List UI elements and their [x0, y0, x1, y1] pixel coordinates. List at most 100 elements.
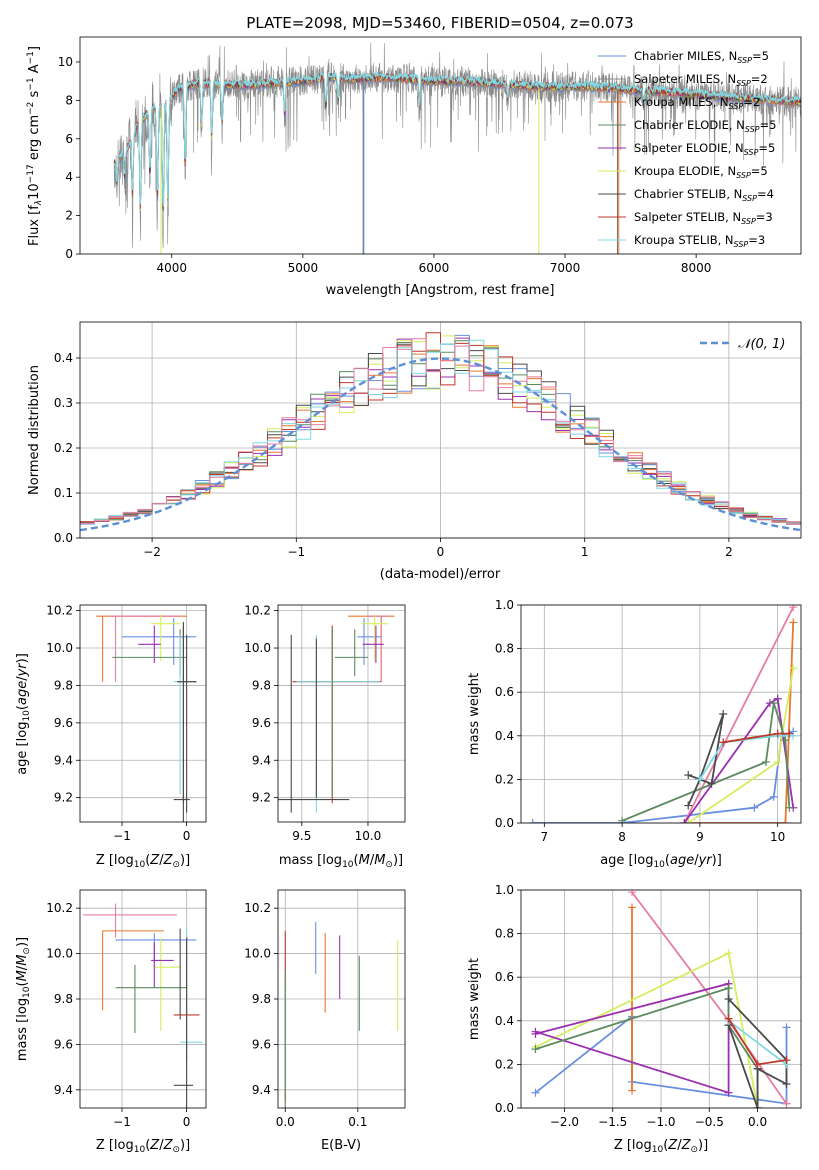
x-tick-label: 9 [696, 830, 704, 844]
weight-vs-age-x-label: age [log10(age/yr)] [600, 853, 722, 870]
legend-entry: Kroupa MILES, NSSP=2 [634, 95, 760, 111]
errorbar-point [367, 615, 388, 682]
x-tick-label: 0.0 [748, 1115, 767, 1129]
y-tick-label: 0.0 [495, 816, 514, 830]
weight-point-marker [684, 771, 693, 780]
y-tick-label: 6 [65, 132, 73, 146]
legend-entry: Salpeter MILES, NSSP=2 [634, 72, 768, 88]
weight-point-marker [531, 1027, 540, 1036]
errorbar-point [138, 625, 161, 663]
errorbar-point [83, 903, 177, 938]
errorbar-point [96, 615, 187, 682]
y-tick-label: 0.6 [495, 685, 514, 699]
y-tick-label: 0.4 [54, 351, 73, 365]
weight-point-marker [781, 736, 790, 745]
weight-point-marker [750, 803, 759, 812]
y-tick-label: 9.6 [54, 1037, 73, 1051]
y-tick-label: 10.2 [46, 901, 73, 915]
legend-entry: Kroupa ELODIE, NSSP=5 [634, 164, 768, 180]
y-tick-label: 10.0 [46, 641, 73, 655]
spectrum-x-label: wavelength [Angstrom, rest frame] [326, 283, 555, 298]
weight-series-line [535, 986, 759, 1108]
mass-vs-Z-axes: −1 0 9.4 9.6 9.8 10.0 10.2 [46, 890, 206, 1129]
y-tick-label: 10 [58, 55, 73, 69]
weight-point-marker [785, 729, 794, 738]
weight-point-marker [719, 710, 728, 718]
weight-point-marker [773, 694, 782, 703]
y-tick-label: 9.8 [252, 992, 271, 1006]
x-tick-label: 2 [725, 545, 733, 559]
mass-vs-Z-frame [79, 889, 207, 1109]
x-tick-label: −1 [113, 1115, 131, 1129]
weight-point-marker [719, 738, 728, 747]
x-tick-label: −2.0 [550, 1115, 579, 1129]
errorbar-point [102, 930, 164, 1011]
weight-point-marker [789, 664, 798, 673]
errorbar-point [173, 621, 190, 822]
y-tick-label: 10.0 [244, 947, 271, 961]
weight-point-marker [782, 1080, 791, 1089]
age-vs-Z-x-label: Z [log10(Z/Z⊙)] [96, 853, 190, 870]
weight-point-marker [724, 984, 733, 993]
y-tick-label: 0.0 [495, 1101, 514, 1115]
x-tick-label: 9.5 [292, 829, 311, 843]
legend-entry: Chabrier MILES, NSSP=5 [634, 49, 769, 65]
spectrum-plot-area [113, 42, 801, 254]
x-tick-label: −1.5 [598, 1115, 627, 1129]
y-tick-label: 0.6 [495, 970, 514, 984]
x-tick-label: 8 [618, 830, 626, 844]
y-tick-label: 9.4 [252, 753, 271, 767]
weight-vs-age-y-label: mass weight [467, 673, 482, 755]
weight-vs-age-axes: 7 8 9 10 0.0 0.2 0.4 0.6 0.8 1.0 [495, 598, 801, 844]
weight-point-marker [782, 1056, 791, 1065]
legend-entry: Chabrier STELIB, NSSP=4 [634, 187, 774, 203]
errorbar-point [176, 634, 197, 813]
y-tick-label: 9.4 [252, 1083, 271, 1097]
age-vs-mass-x-label: mass [log10(M/M⊙)] [279, 853, 403, 870]
spectrum-frame [79, 36, 802, 255]
residuals-axes: −2 −1 0 1 2 0.0 0.1 0.2 0.3 0.4 [54, 322, 801, 559]
x-tick-label: 10 [770, 830, 785, 844]
errorbar-point [296, 634, 380, 813]
mass-vs-EBV-axes: 0.0 0.1 9.4 9.6 9.8 10.0 10.2 [244, 890, 405, 1129]
weight-point-marker [789, 618, 798, 627]
age-vs-mass-frame [277, 604, 406, 823]
weight-point-marker [762, 757, 770, 766]
histogram-y-label: Normed distribution [27, 365, 42, 495]
mass-vs-Z-y-label: mass [log10(M/M⊙)] [15, 937, 32, 1061]
weight-vs-Z-frame [520, 889, 802, 1109]
y-tick-label: 9.8 [54, 678, 73, 692]
mass-vs-Z-plot-area [83, 903, 203, 1108]
weight-point-marker [769, 699, 778, 708]
y-tick-label: 4 [65, 170, 73, 184]
y-tick-label: 0.8 [495, 642, 514, 656]
weight-point-marker [782, 1023, 791, 1032]
y-tick-label: 1.0 [495, 883, 514, 897]
y-tick-label: 0.3 [54, 396, 73, 410]
weight-point-marker [781, 819, 790, 823]
weight-series-line [727, 998, 788, 1108]
weight-point-marker [789, 605, 798, 612]
histogram-plot-area [80, 332, 801, 532]
spectrum-y-label: Flux [fλ10−17 erg cm−2 s−1 A−1] [26, 46, 44, 246]
x-tick-label: 0.0 [276, 1115, 295, 1129]
errorbar-point [151, 942, 174, 988]
errorbar-point [115, 933, 197, 963]
y-tick-label: 10.0 [244, 641, 271, 655]
x-tick-label: 7000 [550, 261, 581, 275]
x-tick-label: −0.5 [695, 1115, 724, 1129]
weight-series-line [699, 734, 794, 780]
weight-point-marker [680, 819, 689, 823]
errorbar-point [151, 614, 181, 662]
weight-vs-age-frame [520, 604, 802, 824]
histogram-x-label: (data-model)/error [380, 567, 501, 582]
x-tick-label: 1 [581, 545, 589, 559]
weight-point-marker [528, 819, 537, 823]
x-tick-label: 4000 [156, 261, 187, 275]
x-tick-label: 8000 [681, 261, 712, 275]
x-tick-label: −1.0 [646, 1115, 675, 1129]
mass-vs-Z-x-label: Z [log10(Z/Z⊙)] [96, 1138, 190, 1155]
weight-point-marker [684, 801, 693, 810]
legend-entry: Salpeter STELIB, NSSP=3 [634, 210, 773, 226]
y-tick-label: 9.2 [54, 791, 73, 805]
